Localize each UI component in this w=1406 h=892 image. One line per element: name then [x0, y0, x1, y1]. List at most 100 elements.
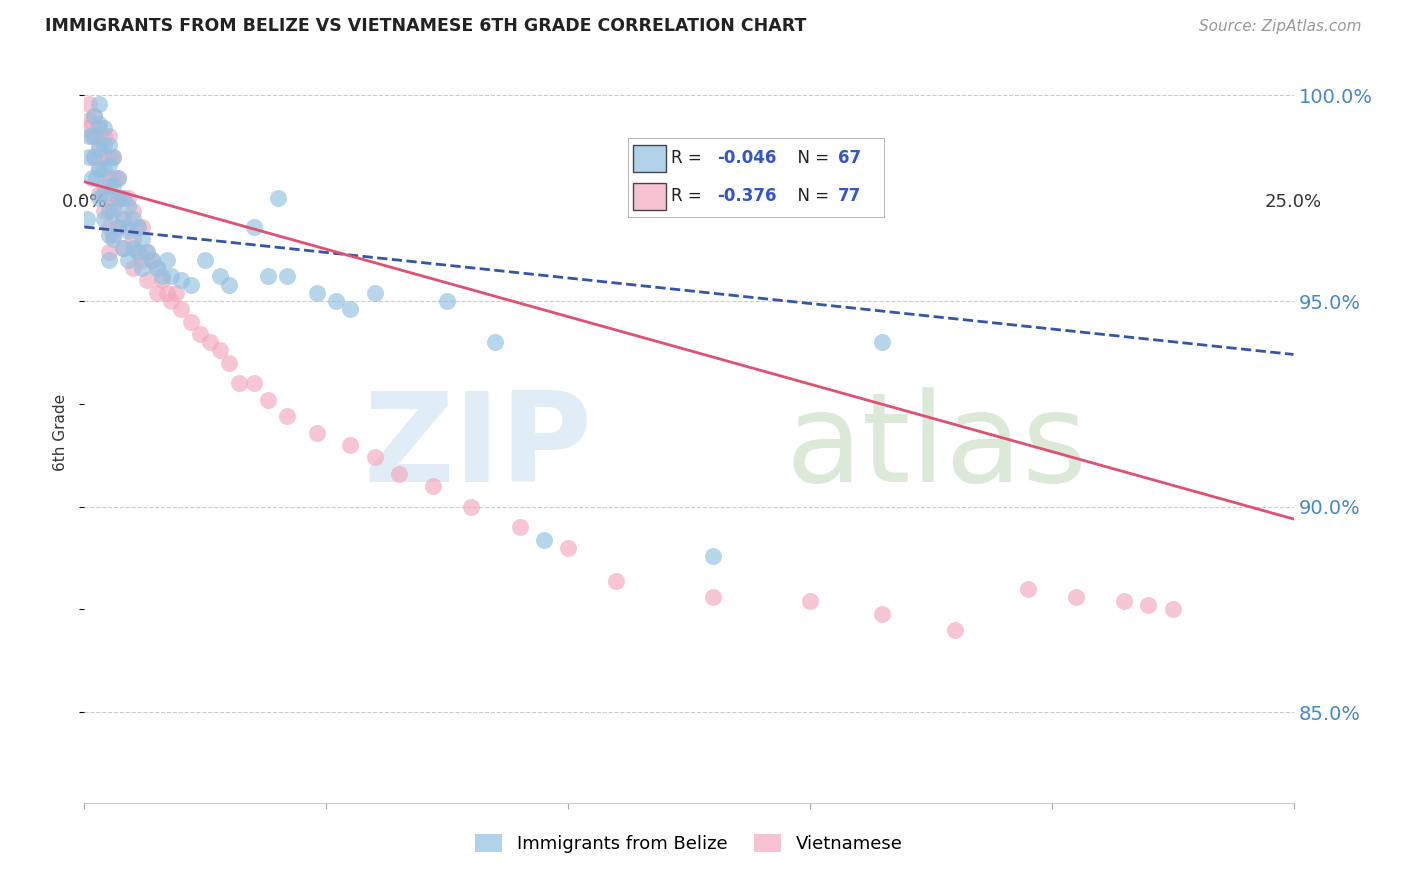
- Y-axis label: 6th Grade: 6th Grade: [53, 394, 69, 471]
- Point: [799, 594, 821, 608]
- Point: [218, 277, 240, 292]
- Text: 0.0%: 0.0%: [62, 194, 107, 211]
- Point: [80, 129, 103, 144]
- Point: [160, 293, 183, 308]
- Point: [170, 302, 193, 317]
- Point: [509, 520, 531, 534]
- Point: [117, 191, 139, 205]
- Point: [305, 285, 328, 300]
- Point: [87, 191, 110, 205]
- Point: [87, 162, 110, 177]
- Point: [180, 314, 202, 328]
- Point: [83, 129, 105, 144]
- Point: [305, 425, 328, 440]
- Point: [127, 219, 149, 234]
- Point: [97, 137, 120, 152]
- Point: [121, 232, 143, 246]
- Text: 25.0%: 25.0%: [1265, 194, 1322, 211]
- Point: [1137, 599, 1160, 613]
- Point: [228, 376, 250, 391]
- Point: [93, 162, 115, 177]
- Point: [97, 178, 120, 193]
- Point: [165, 285, 187, 300]
- Point: [76, 121, 98, 136]
- Text: R =: R =: [672, 150, 707, 168]
- Point: [198, 335, 221, 350]
- Point: [97, 244, 120, 259]
- FancyBboxPatch shape: [633, 145, 666, 172]
- Point: [107, 170, 129, 185]
- Point: [141, 252, 163, 267]
- Point: [103, 150, 125, 164]
- Point: [117, 199, 139, 213]
- Point: [242, 376, 264, 391]
- Point: [83, 150, 105, 164]
- Point: [422, 479, 444, 493]
- Point: [208, 269, 231, 284]
- Point: [436, 293, 458, 308]
- Point: [87, 121, 110, 136]
- Text: Source: ZipAtlas.com: Source: ZipAtlas.com: [1198, 20, 1361, 34]
- Text: 67: 67: [838, 150, 860, 168]
- Point: [112, 191, 135, 205]
- Point: [131, 232, 153, 246]
- Point: [117, 252, 139, 267]
- Point: [93, 178, 115, 193]
- Point: [146, 285, 169, 300]
- Point: [83, 109, 105, 123]
- Point: [131, 261, 153, 276]
- Point: [872, 335, 894, 350]
- Point: [112, 240, 135, 254]
- Text: N =: N =: [787, 187, 834, 205]
- Point: [93, 150, 115, 164]
- Point: [87, 162, 110, 177]
- Point: [267, 191, 290, 205]
- Point: [363, 285, 385, 300]
- Point: [97, 129, 120, 144]
- Point: [1161, 602, 1184, 616]
- Point: [121, 211, 143, 226]
- Point: [127, 244, 149, 259]
- Point: [83, 129, 105, 144]
- Point: [131, 252, 153, 267]
- Point: [103, 170, 125, 185]
- Point: [112, 240, 135, 254]
- Point: [107, 170, 129, 185]
- Point: [93, 121, 115, 136]
- Point: [460, 500, 482, 514]
- Point: [80, 170, 103, 185]
- Point: [97, 252, 120, 267]
- Point: [103, 228, 125, 243]
- Text: ZIP: ZIP: [364, 387, 592, 508]
- Point: [97, 158, 120, 172]
- Text: 77: 77: [838, 187, 862, 205]
- Point: [103, 178, 125, 193]
- Point: [136, 244, 159, 259]
- Point: [127, 244, 149, 259]
- Point: [87, 142, 110, 156]
- Point: [87, 117, 110, 131]
- Point: [150, 273, 173, 287]
- Point: [93, 211, 115, 226]
- Text: -0.046: -0.046: [717, 150, 778, 168]
- Point: [218, 356, 240, 370]
- Point: [170, 273, 193, 287]
- Point: [76, 211, 98, 226]
- Point: [257, 269, 280, 284]
- Point: [93, 129, 115, 144]
- Point: [77, 113, 100, 128]
- Point: [83, 109, 105, 123]
- Point: [121, 261, 143, 276]
- Point: [97, 219, 120, 234]
- Point: [155, 285, 177, 300]
- Point: [97, 203, 120, 218]
- Point: [93, 187, 115, 202]
- Point: [242, 219, 264, 234]
- Point: [943, 623, 966, 637]
- Legend: Immigrants from Belize, Vietnamese: Immigrants from Belize, Vietnamese: [468, 827, 910, 861]
- Text: atlas: atlas: [786, 387, 1088, 508]
- Text: IMMIGRANTS FROM BELIZE VS VIETNAMESE 6TH GRADE CORRELATION CHART: IMMIGRANTS FROM BELIZE VS VIETNAMESE 6TH…: [45, 17, 807, 35]
- Point: [112, 191, 135, 205]
- Point: [557, 541, 579, 555]
- Point: [190, 326, 212, 341]
